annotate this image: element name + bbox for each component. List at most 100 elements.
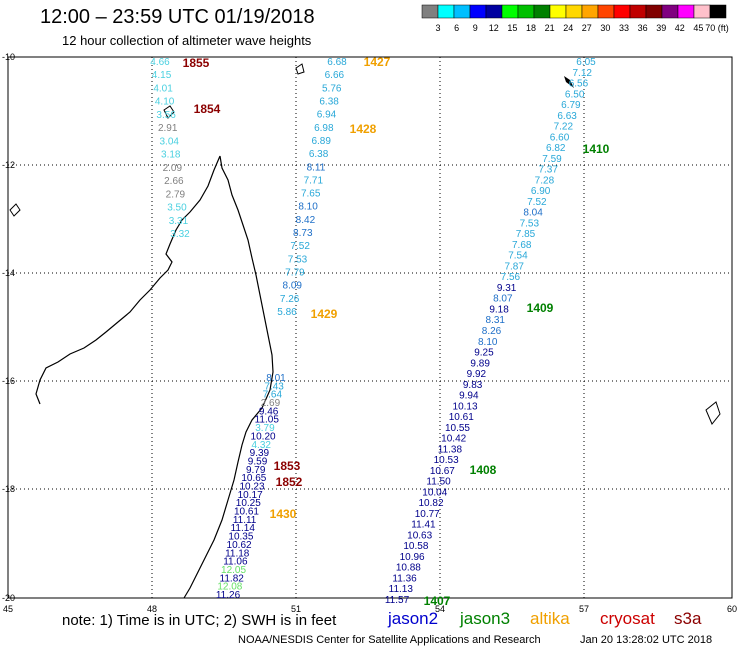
wave-height-value: 7.37 — [538, 165, 558, 176]
wave-height-value: 10.20 — [251, 431, 276, 442]
lon-tick-label: 54 — [435, 604, 445, 614]
pass-time-label: 1409 — [527, 301, 554, 315]
wave-height-value: 8.04 — [523, 208, 543, 219]
wave-height-value: 8.10 — [478, 337, 498, 348]
pass-time-label: 1408 — [470, 463, 497, 477]
legend-tick-label: 21 — [545, 23, 555, 33]
legend-swatch — [517, 4, 535, 19]
legend-swatch — [613, 4, 631, 19]
wave-height-value: 11.13 — [389, 584, 414, 595]
pass-time-label: 1407 — [424, 594, 451, 608]
wave-height-value: 6.68 — [327, 57, 347, 68]
wave-height-value: 9.92 — [467, 369, 487, 380]
island-north-dot — [564, 76, 574, 88]
wave-height-value: 7.64 — [263, 390, 283, 401]
pass-time-label: 1430 — [270, 507, 297, 521]
legend-swatch — [453, 4, 471, 19]
wave-height-value: 6.38 — [309, 149, 329, 160]
legend-tick-label: 15 — [507, 23, 517, 33]
color-legend: 3 6 9 12 15 18 21 24 27 30 33 36 39 42 45 70 (ft) — [421, 4, 729, 33]
pass-time-label: 1429 — [311, 307, 338, 321]
wave-height-value: 8.26 — [482, 326, 502, 337]
wave-height-value: 8.07 — [493, 294, 513, 305]
legend-tick-label: 45 — [693, 23, 703, 33]
wave-height-value: 6.98 — [314, 123, 334, 134]
pass-time-label: 1855 — [183, 56, 210, 70]
pass-time-label: 1427 — [364, 55, 391, 69]
wave-height-value: 11.18 — [225, 548, 250, 559]
wave-height-value: 11.41 — [411, 520, 436, 531]
wave-height-value: 11.06 — [223, 557, 248, 568]
wave-height-value: 5.76 — [322, 83, 342, 94]
generation-timestamp: Jan 20 13:28:02 UTC 2018 — [580, 634, 713, 646]
wave-height-value: 9.46 — [259, 406, 279, 417]
wave-height-value: 9.31 — [497, 283, 517, 294]
wave-height-value: 10.77 — [415, 509, 440, 520]
wave-height-value: 11.36 — [392, 573, 417, 584]
wave-height-value: 6.38 — [319, 96, 339, 107]
wave-height-value: 6.66 — [325, 70, 345, 81]
wave-height-value: 8.31 — [486, 315, 506, 326]
wave-height-value: 7.28 — [535, 175, 555, 186]
wave-height-value: 10.82 — [419, 498, 444, 509]
wave-height-value: 2.66 — [164, 176, 184, 187]
lon-tick-label: 57 — [579, 604, 589, 614]
legend-swatch — [533, 4, 551, 19]
island-east — [705, 401, 721, 425]
legend-swatch — [709, 4, 727, 19]
wave-height-value: 11.26 — [216, 590, 241, 601]
wave-height-value: 6.05 — [576, 57, 596, 68]
wave-height-value: 4.15 — [152, 70, 172, 81]
wave-height-value: 9.79 — [246, 465, 266, 476]
pass-time-label: 1854 — [194, 102, 221, 116]
wave-height-value: 10.65 — [241, 473, 266, 484]
legend-swatch — [469, 4, 487, 19]
legend-swatch — [629, 4, 647, 19]
wave-height-value: 11.38 — [438, 444, 463, 455]
wave-height-value: 8.09 — [283, 281, 303, 292]
wave-height-value: 2.69 — [261, 398, 281, 409]
wave-height-value: 10.58 — [403, 541, 428, 552]
wave-height-value: 11.11 — [233, 515, 257, 526]
wave-height-value: 5.86 — [277, 307, 297, 318]
wave-height-value: 10.35 — [228, 532, 253, 543]
wave-height-value: 3.79 — [255, 423, 275, 434]
sat-s3a: s3a — [674, 609, 702, 628]
wave-height-value: 10.88 — [396, 563, 421, 574]
wave-height-value: 7.52 — [290, 241, 310, 252]
wave-height-value: 8.42 — [296, 215, 316, 226]
wave-height-value: 10.61 — [449, 412, 474, 423]
legend-tick-label: 30 — [600, 23, 610, 33]
lon-tick-label: 51 — [291, 604, 301, 614]
wave-height-value: 6.82 — [546, 143, 566, 154]
lat-lon-grid — [8, 57, 732, 598]
wave-height-value: 10.17 — [238, 490, 263, 501]
wave-height-value: 7.85 — [516, 229, 536, 240]
wave-height-value: 10.04 — [422, 487, 447, 498]
legend-swatch — [581, 4, 599, 19]
legend-swatch — [597, 4, 615, 19]
wave-height-value: 3.32 — [170, 229, 190, 240]
wave-height-value: 3.18 — [161, 150, 181, 161]
wave-height-value: 9.94 — [459, 391, 479, 402]
wave-height-value: 6.89 — [311, 136, 331, 147]
wave-height-value: 4.10 — [155, 97, 175, 108]
wave-height-value: 10.67 — [430, 466, 455, 477]
wave-height-value: 12.08 — [217, 582, 242, 593]
wave-height-value: 6.94 — [317, 110, 337, 121]
lat-tick-label: -20 — [2, 593, 15, 603]
wave-height-value: 7.71 — [304, 175, 324, 186]
legend-swatch — [437, 4, 455, 19]
wave-height-value: 10.55 — [445, 423, 470, 434]
legend-swatch — [645, 4, 663, 19]
wave-height-value: 6.50 — [565, 89, 585, 100]
lat-tick-label: -12 — [2, 160, 15, 170]
wave-height-value: 10.42 — [441, 434, 466, 445]
map-frame — [7, 56, 733, 599]
wave-height-value: 9.39 — [250, 448, 270, 459]
mayotte-island — [295, 63, 305, 75]
wave-height-value: 3.50 — [167, 203, 187, 214]
pass-time-labels: 1855 1854 1427 1428 1429 1410 1409 1408 1407 1853… — [183, 55, 610, 608]
wave-height-value: 7.12 — [572, 68, 592, 79]
legend-tick-label: 9 — [473, 23, 478, 33]
